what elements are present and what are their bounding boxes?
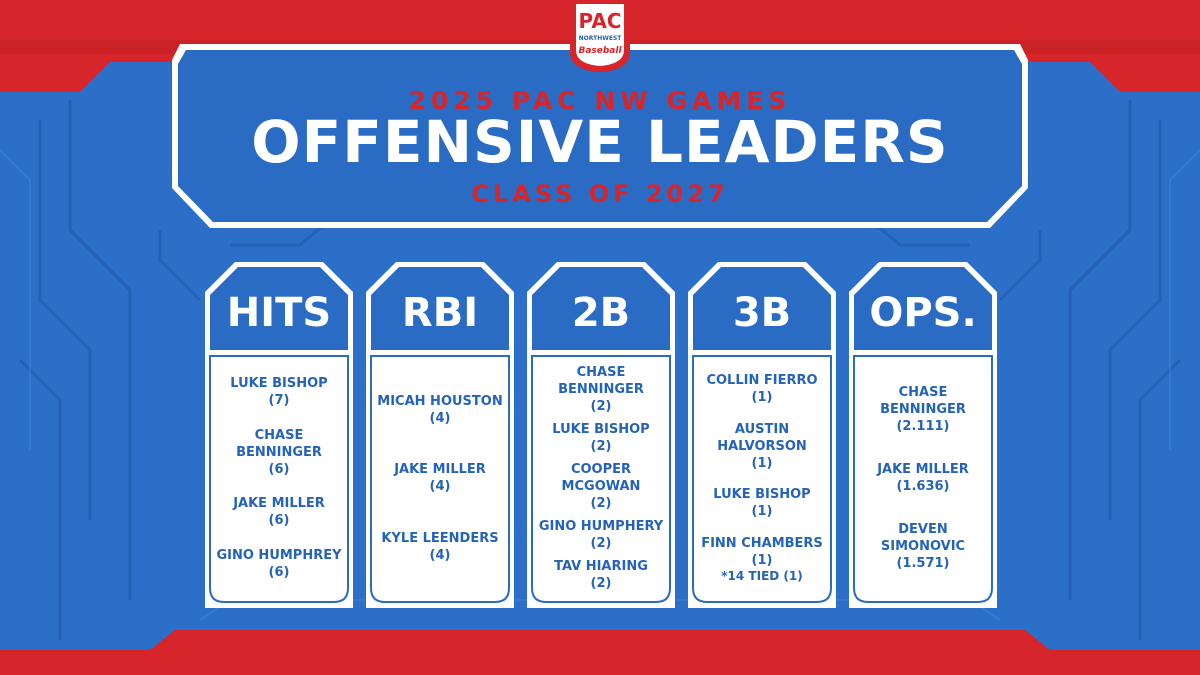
pac-logo: PAC NORTHWEST Baseball [570,0,630,72]
stat-value: (2) [590,399,612,414]
player-name: LUKE BISHOP [713,487,811,503]
event-title: 2025 PAC NW GAMES [408,86,792,115]
stat-value: (2) [590,439,612,454]
leader-entry: KYLE LEENDERS (4) [374,530,506,564]
column-header: 2B [571,290,631,336]
stat-value: (1) [751,552,773,568]
stat-value: (1.636) [896,479,950,494]
leader-entry: JAKE MILLER (4) [374,461,506,495]
stat-value: (6) [268,564,290,580]
leader-entry: DEVEN SIMONOVIC (1.571) [857,521,989,572]
class-subtitle: CLASS OF 2027 [471,180,729,208]
player-name: GINO HUMPHERY [538,519,664,534]
stat-value: (1.571) [896,556,950,571]
logo-script-text: Baseball [578,46,622,56]
player-name: CHASE BENNINGER [880,385,966,417]
column-header: RBI [401,290,479,336]
stat-value: (6) [268,513,290,529]
player-name: JAKE MILLER [877,462,969,477]
leader-entry: COLLIN FIERRO (1) [696,372,828,406]
player-name: AUSTIN HALVORSON [717,421,807,454]
leader-list: CHASE BENNINGER (2.111) JAKE MILLER (1.636)… [857,358,989,598]
stat-value: (4) [429,479,451,494]
leader-entry: COOPER MCGOWAN (2) [535,461,667,512]
leader-entry: JAKE MILLER (1.636) [857,461,989,495]
leader-list: COLLIN FIERRO (1) AUSTIN HALVORSON (1) LUKE … [696,358,828,598]
logo-small-text: NORTHWEST [579,35,623,42]
stat-column: OPS. CHASE BENNINGER (2.111) JAKE MILLER (1.… [849,262,997,608]
stat-value: (2) [590,536,612,551]
tie-note: *14 TIED (1) [721,568,803,583]
player-name: MICAH HOUSTON [377,393,503,409]
page-title: OFFENSIVE LEADERS [251,108,949,176]
player-name: COLLIN FIERRO [706,373,818,389]
player-name: LUKE BISHOP [552,422,650,437]
stat-column: 3B COLLIN FIERRO (1) AUSTIN HALVORSON (1) LUK… [688,262,836,608]
player-name: GINO HUMPHREY [216,547,342,563]
logo-letters: PAC [579,9,622,33]
stat-value: (6) [268,461,290,477]
leader-list: CHASE BENNINGER (2) LUKE BISHOP (2) COOPER M… [535,358,667,598]
column-frame [849,262,997,608]
leader-entry: TAV HIARING (2) [535,558,667,592]
stat-value: (1) [751,455,773,471]
leader-entry: CHASE BENNINGER (2.111) [857,384,989,435]
player-name: LUKE BISHOP [230,376,328,392]
stat-value: (2.111) [896,419,950,434]
leader-entry: AUSTIN HALVORSON (1) [696,421,828,472]
leader-list: MICAH HOUSTON (4) JAKE MILLER (4) KYLE LEEND… [374,358,506,598]
stat-column: HITS LUKE BISHOP (7) CHASE BENNINGER (6) JAKE… [205,262,353,608]
column-header: OPS. [869,290,977,336]
leader-entry: FINN CHAMBERS (1) *14 TIED (1) [696,535,828,584]
stat-value: (1) [751,390,773,406]
leader-entry: MICAH HOUSTON (4) [374,393,506,427]
leader-list: LUKE BISHOP (7) CHASE BENNINGER (6) JAKE MIL… [213,358,345,598]
stat-value: (2) [590,496,612,511]
leader-entry: LUKE BISHOP (7) [213,375,345,409]
player-name: KYLE LEENDERS [381,530,499,546]
player-name: JAKE MILLER [233,496,325,512]
player-name: FINN CHAMBERS [701,535,823,551]
stat-value: (1) [751,504,773,520]
column-frame [527,262,675,608]
stat-value: (4) [429,547,451,563]
player-name: TAV HIARING [554,559,648,574]
player-name: CHASE BENNINGER [558,365,644,397]
leader-entry: GINO HUMPHREY (6) [213,547,345,581]
leader-entry: GINO HUMPHERY (2) [535,518,667,552]
column-frame [366,262,514,608]
leader-entry: CHASE BENNINGER (6) [213,427,345,478]
leader-entry: LUKE BISHOP (1) [696,486,828,520]
stat-value: (2) [590,576,612,591]
leader-entry: JAKE MILLER (6) [213,495,345,529]
column-frame [205,262,353,608]
column-frame [688,262,836,608]
player-name: CHASE BENNINGER [236,427,322,460]
stat-column: 2B CHASE BENNINGER (2) LUKE BISHOP (2) COOPER… [527,262,675,608]
stat-column: RBI MICAH HOUSTON (4) JAKE MILLER (4) KYLE LE… [366,262,514,608]
leader-entry: LUKE BISHOP (2) [535,421,667,455]
stat-value: (4) [429,410,451,426]
column-header: HITS [226,290,332,336]
stat-value: (7) [268,393,290,409]
leader-entry: CHASE BENNINGER (2) [535,364,667,415]
player-name: COOPER MCGOWAN [561,462,641,494]
player-name: DEVEN SIMONOVIC [880,522,966,554]
player-name: JAKE MILLER [394,462,486,477]
column-header: 3B [732,290,792,336]
